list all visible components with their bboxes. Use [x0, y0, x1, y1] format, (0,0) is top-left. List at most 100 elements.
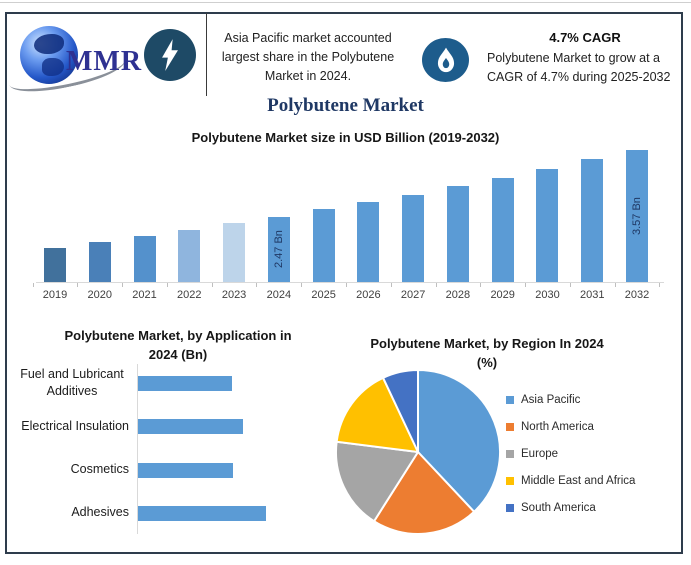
- legend-label: Europe: [521, 447, 559, 460]
- bar-cosmetics: [138, 462, 233, 478]
- bar-electrical-insulation: [138, 419, 243, 435]
- axis-tick: [614, 283, 616, 287]
- bar-2021: [133, 236, 156, 282]
- x-axis-label: 2027: [400, 289, 426, 301]
- globe-icon: [20, 26, 78, 84]
- pie-slice-north-america: [373, 451, 476, 535]
- legend-label: North America: [521, 420, 594, 433]
- legend-item: Asia Pacific: [506, 386, 682, 413]
- application-bar-chart: Fuel and Lubricant Additives Electrical In…: [15, 358, 325, 543]
- axis-tick: [390, 283, 392, 287]
- application-chart-title: Polybutene Market, by Application in 202…: [28, 326, 328, 364]
- pie-slice-europe: [335, 440, 419, 523]
- axis-tick: [122, 283, 124, 287]
- x-axis-label: 2020: [87, 289, 112, 301]
- application-chart-title-line: 2024 (Bn): [148, 347, 208, 362]
- cagr-line: CAGR of 4.7% during 2025-2032: [487, 70, 671, 84]
- flame-icon: [422, 38, 469, 82]
- axis-tick: [346, 283, 347, 287]
- legend-item: Europe: [506, 440, 682, 467]
- region-chart-title: Polybutene Market, by Region In 2024 (%): [337, 334, 637, 372]
- pie-slice-south-america: [382, 369, 419, 453]
- category-label: Cosmetics: [70, 462, 129, 477]
- axis-tick: [435, 283, 437, 287]
- bar-2024: [267, 217, 290, 282]
- axis-tick: [525, 283, 527, 287]
- mmr-logo: MMR: [6, 22, 164, 99]
- cagr-description: Polybutene Market to grow at a CAGR of 4…: [487, 49, 683, 87]
- bar-2026: [357, 202, 380, 282]
- header-divider: [206, 13, 207, 96]
- bar-2025: [312, 209, 335, 282]
- legend-label: South America: [521, 501, 596, 514]
- legend-marker: [506, 395, 514, 404]
- bar-value-label: 3.57 Bn: [631, 197, 643, 235]
- axis-tick: [569, 283, 571, 287]
- bar-2023: [223, 223, 246, 282]
- x-axis-label: 2024: [266, 289, 292, 301]
- legend-marker: [506, 503, 514, 512]
- bar-2030: [536, 169, 559, 282]
- legend-item: North America: [506, 413, 682, 440]
- legend-label: Middle East and Africa: [521, 474, 636, 487]
- category-label: Adhesives: [71, 505, 129, 520]
- bar-fuel-and-lubricant-additives: [138, 376, 232, 391]
- category-axis-line: [137, 364, 138, 534]
- page-title: Polybutene Market: [267, 95, 424, 116]
- headline-line: Market in 2024.: [264, 69, 352, 83]
- legend-marker: [506, 476, 514, 485]
- x-axis-label: 2023: [221, 289, 247, 301]
- bar-value-label: 2.47 Bn: [272, 230, 285, 269]
- top-hairline: [0, 2, 691, 3]
- x-axis-label: 2019: [42, 289, 68, 301]
- x-axis-label: 2021: [132, 289, 157, 301]
- x-axis-label: 2026: [356, 289, 381, 301]
- bar-2020: [88, 242, 111, 282]
- x-axis-label: 2025: [311, 289, 336, 301]
- bar-2027: [402, 195, 425, 282]
- lightning-icon: [144, 29, 196, 81]
- legend-marker: [506, 422, 514, 431]
- x-axis-line: [36, 282, 664, 283]
- axis-tick: [32, 283, 34, 287]
- headline-line: Asia Pacific market accounted: [224, 31, 392, 45]
- region-pie-chart: [335, 369, 501, 535]
- x-axis-label: 2031: [579, 289, 605, 301]
- bar-2019: [44, 248, 66, 282]
- cagr-heading: 4.7% CAGR: [549, 30, 621, 45]
- region-chart-title-line: Polybutene Market, by Region In 2024: [370, 336, 604, 351]
- legend-label: Asia Pacific: [521, 393, 581, 406]
- bar-adhesives: [138, 505, 266, 521]
- region-chart-title-line: (%): [476, 355, 498, 370]
- x-axis-label: 2028: [445, 289, 471, 301]
- axis-tick: [77, 283, 79, 287]
- pie-slice-asia-pacific: [417, 369, 501, 513]
- cagr-line: Polybutene Market to grow at a: [487, 51, 661, 65]
- x-axis-label: 2030: [535, 289, 560, 301]
- axis-tick: [480, 283, 482, 287]
- bar-2028: [446, 186, 469, 282]
- application-chart-title-line: Polybutene Market, by Application in: [64, 328, 292, 343]
- category-label: Fuel and Lubricant Additives: [20, 367, 124, 398]
- x-axis-label: 2029: [490, 289, 515, 301]
- legend-item: South America: [506, 494, 682, 521]
- pie-slice-middle-east-and-africa: [335, 376, 419, 453]
- bar-2022: [178, 230, 201, 282]
- bar-chart-title: Polybutene Market size in USD Billion (2…: [191, 130, 500, 145]
- axis-tick: [301, 283, 303, 287]
- bar-2032: [626, 150, 648, 282]
- headline-line: largest share in the Polybutene: [221, 50, 395, 64]
- pie-legend: Asia Pacific North America Europe Middle Ea…: [506, 386, 682, 521]
- axis-tick: [211, 283, 213, 287]
- x-axis-label: 2022: [177, 289, 202, 301]
- axis-tick: [659, 283, 661, 287]
- axis-tick: [256, 283, 258, 287]
- market-size-bar-chart: 2019 2020 2021 2022 2023 2024 2.47 Bn 2025 2026 2…: [30, 148, 670, 313]
- bar-2029: [491, 178, 514, 282]
- legend-marker: [506, 449, 514, 458]
- axis-tick: [166, 283, 168, 287]
- category-label: Electrical Insulation: [21, 418, 129, 433]
- x-axis-label: 2032: [624, 289, 650, 301]
- bar-2031: [581, 159, 604, 282]
